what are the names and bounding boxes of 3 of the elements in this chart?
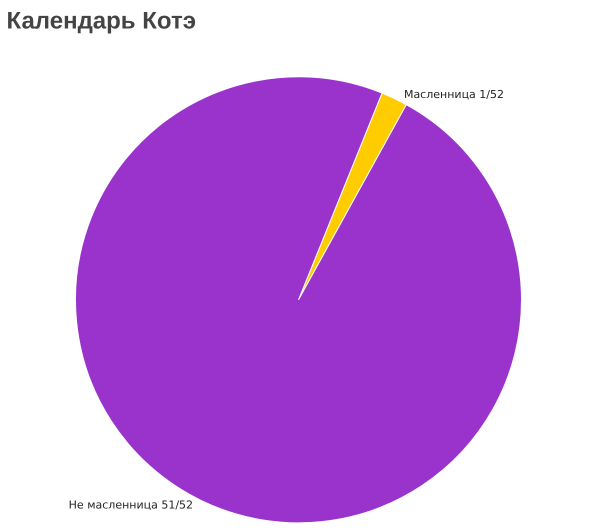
slice-label: Масленница 1/52 [404, 88, 504, 102]
slice-label: Не масленница 51/52 [68, 498, 194, 512]
chart-title: Календарь Котэ [6, 8, 196, 34]
